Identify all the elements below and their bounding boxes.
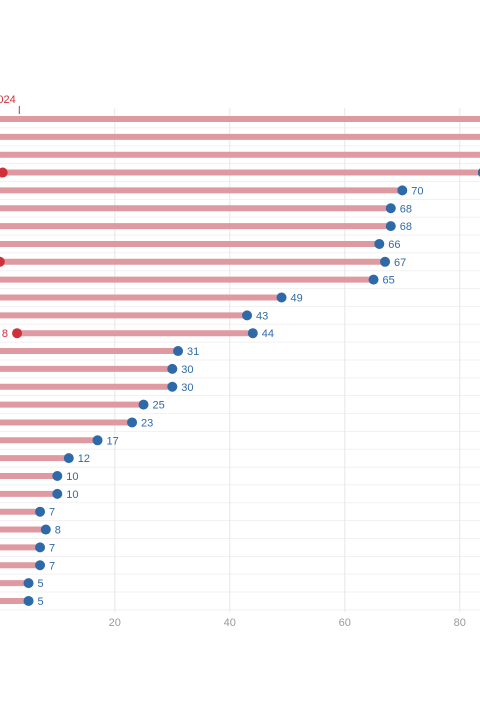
end-dot: [276, 292, 287, 303]
start-dot: [0, 167, 8, 178]
end-dot: [173, 346, 184, 357]
end-value-label: 30: [181, 382, 193, 394]
dot-layer: [0, 167, 480, 606]
end-dot: [247, 328, 258, 339]
end-value-label: 49: [291, 293, 303, 305]
end-dot: [167, 381, 178, 392]
end-dot: [40, 524, 51, 535]
end-value-label: 65: [383, 275, 395, 287]
end-dot: [368, 274, 379, 285]
end-value-label: 17: [107, 435, 119, 447]
end-dot: [63, 453, 74, 464]
end-value-label: 25: [153, 400, 165, 412]
end-dot: [477, 168, 480, 177]
end-value-label: 30: [181, 364, 193, 376]
end-value-label: 5: [38, 596, 44, 608]
bar-layer: [0, 116, 480, 604]
end-dot: [242, 310, 253, 321]
end-dot: [138, 399, 149, 410]
end-value-label: 67: [394, 257, 406, 269]
end-dot: [35, 560, 46, 571]
end-dot: [52, 471, 63, 481]
end-value-label: 23: [141, 417, 153, 429]
end-dot: [23, 595, 34, 606]
end-value-label: 70: [411, 185, 423, 197]
end-value-label: 8: [55, 525, 61, 537]
end-value-label: 7: [49, 542, 55, 554]
end-value-label: 68: [400, 221, 412, 233]
start-dot: [12, 328, 23, 339]
end-value-label: 7: [49, 507, 55, 519]
end-dot: [385, 203, 396, 214]
end-dot: [92, 435, 103, 446]
end-value-label: 44: [262, 328, 274, 340]
x-tick-label: 80: [454, 617, 466, 629]
start-dot: [0, 256, 5, 267]
label-layer: 2040608010847068686667654943844313030252…: [2, 185, 466, 629]
end-value-label: 10: [66, 489, 78, 501]
end-value-label: 5: [38, 578, 44, 590]
end-value-label: 31: [187, 346, 199, 358]
legend: 2024: [0, 94, 20, 114]
end-value-label: 68: [400, 203, 412, 215]
end-dot: [374, 238, 385, 249]
x-tick-label: 40: [224, 617, 236, 629]
start-value-label: 8: [2, 328, 8, 340]
end-value-label: 43: [256, 310, 268, 322]
end-dot: [35, 506, 46, 517]
end-dot: [167, 363, 178, 374]
end-value-label: 7: [49, 560, 55, 572]
x-tick-label: 60: [339, 617, 351, 629]
end-value-label: 12: [78, 453, 90, 465]
end-dot: [23, 578, 34, 589]
end-value-label: 10: [66, 471, 78, 483]
end-dot: [35, 542, 46, 553]
x-tick-label: 20: [109, 617, 121, 629]
legend-label: 2024: [0, 94, 16, 106]
end-dot: [127, 417, 138, 428]
end-dot: [52, 488, 63, 499]
end-dot: [397, 185, 408, 196]
end-dot: [385, 221, 396, 232]
grid-layer: [0, 108, 480, 612]
end-dot: [380, 256, 391, 267]
end-value-label: 66: [388, 239, 400, 251]
